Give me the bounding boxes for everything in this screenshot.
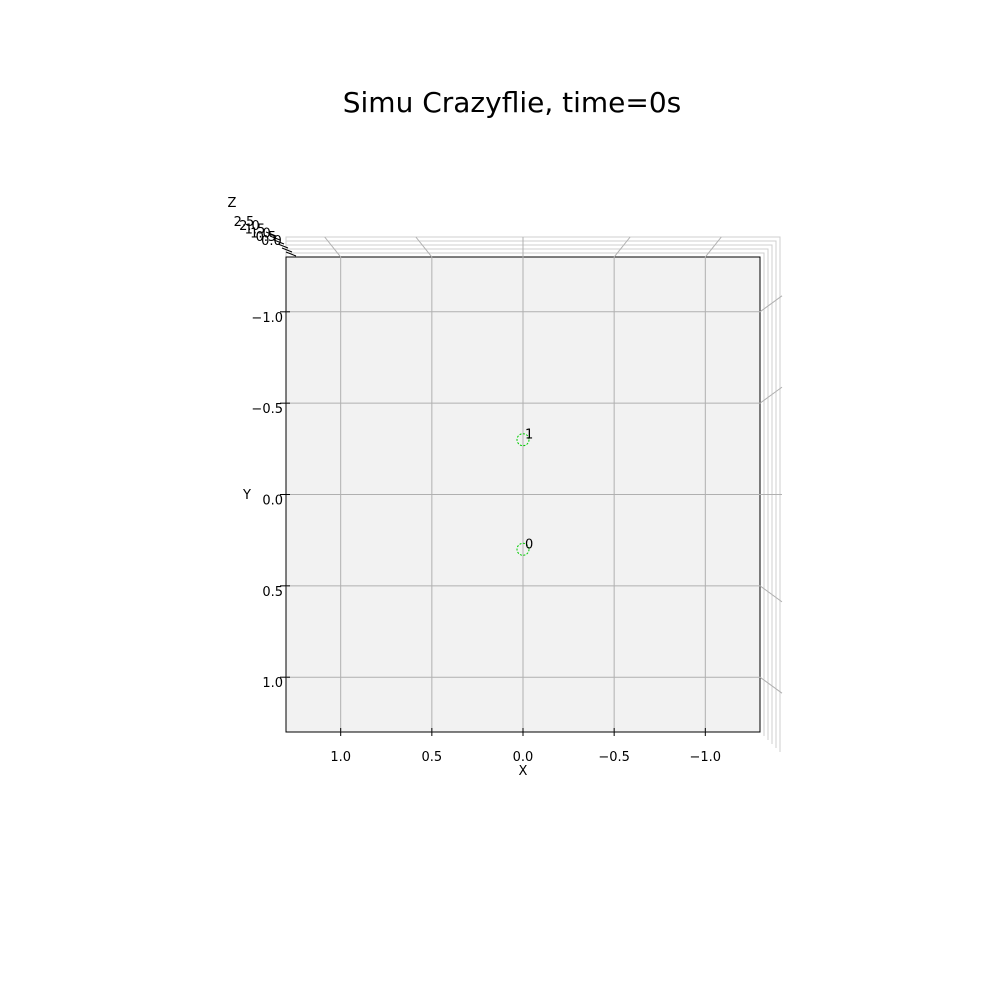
grid-line-x-back: [613, 236, 631, 258]
y-tick-label: 0.5: [262, 585, 283, 600]
z-tick-label: 2.5: [234, 215, 255, 230]
x-tick-label: −1.0: [690, 750, 722, 765]
z-tick-label: 2.0: [239, 219, 260, 234]
z-tick-label: 0.5: [256, 230, 277, 245]
drone-label: 0: [525, 537, 533, 552]
x-tick-label: −0.5: [598, 750, 630, 765]
grid-line-y-back: [759, 386, 783, 404]
drone-marker: [516, 542, 530, 556]
x-tick-label: 1.0: [330, 750, 351, 765]
grid-line-x-back: [415, 236, 433, 258]
grid-lines: [286, 236, 783, 732]
z-tick-mark: [265, 231, 277, 237]
data-points: 01: [516, 428, 533, 556]
y-tick-label: −0.5: [251, 402, 283, 417]
z-tick-label: 1.5: [245, 223, 266, 238]
z-tick-mark: [285, 251, 297, 257]
x-tick-label: 0.0: [513, 750, 534, 765]
x-tick-label: 0.5: [422, 750, 443, 765]
grid-line-x-back: [324, 236, 342, 258]
z-tick-mark: [269, 235, 281, 241]
x-axis-label: X: [519, 764, 528, 779]
z-axis-label: Z: [228, 196, 237, 211]
y-tick-label: 0.0: [262, 494, 283, 509]
y-tick-label: 1.0: [262, 676, 283, 691]
z-ticks: 2.52.01.51.00.50.0: [234, 215, 297, 257]
drone-marker: [516, 433, 530, 447]
chart-title: Simu Crazyflie, time=0s: [343, 86, 682, 119]
y-ticks: −1.0 −0.5 0.0 0.5 1.0: [251, 311, 290, 691]
grid-line-x-back: [704, 236, 722, 258]
y-axis-label: Y: [242, 488, 251, 503]
grid-line-y-back: [759, 585, 783, 603]
grid-line-y-back: [759, 676, 783, 694]
z-tick-mark: [281, 247, 293, 253]
x-ticks: 1.0 0.5 0.0 −0.5 −1.0: [330, 728, 721, 765]
drone-label: 1: [525, 428, 533, 443]
z-tick-mark: [273, 239, 285, 245]
z-tick-label: 0.0: [261, 234, 282, 249]
grid-line-y-back: [759, 295, 783, 313]
y-tick-label: −1.0: [251, 311, 283, 326]
z-tick-label: 1.0: [250, 226, 271, 241]
z-tick-mark: [277, 243, 289, 249]
